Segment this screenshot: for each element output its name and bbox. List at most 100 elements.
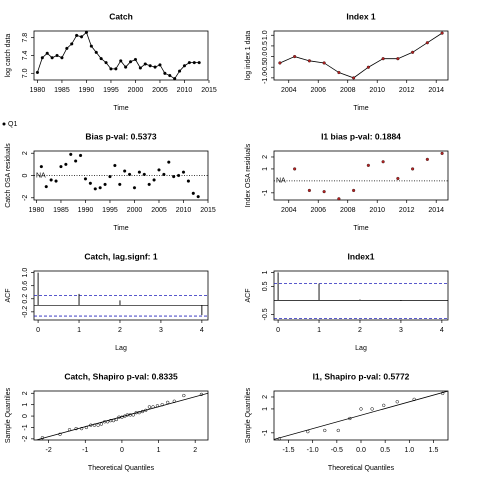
data-point [293, 167, 297, 171]
data-point [337, 70, 341, 75]
data-point [366, 65, 370, 69]
data-point [118, 182, 122, 186]
data-point [129, 60, 133, 64]
data-point [49, 178, 53, 182]
data-point [64, 162, 68, 166]
qq-point [172, 399, 176, 403]
qq-point [111, 418, 116, 423]
data-point [113, 163, 117, 168]
panel: Catch Time log catch data 1980 1985 1990 1995 2… [5, 11, 217, 112]
qq-point [323, 428, 327, 433]
x-tick-label: 0 [120, 447, 124, 454]
data-point [104, 61, 108, 65]
data-point [59, 165, 63, 169]
data-point [322, 61, 326, 65]
x-tick-label: 2012 [399, 87, 415, 94]
qq-point [336, 428, 340, 433]
qq-point [99, 422, 104, 426]
annotation: NA [36, 172, 46, 179]
x-tick-label: 0 [36, 327, 40, 334]
data-point [99, 57, 103, 61]
y-tick-label: 0.5 [262, 41, 269, 51]
qq-point [67, 428, 72, 432]
y-tick-label: 0.5 [262, 281, 269, 291]
x-tick-label: -1 [82, 447, 88, 454]
y-tick-label: -1 [262, 190, 269, 196]
x-tick-label: 1.0 [404, 447, 414, 454]
qq-point [151, 405, 155, 409]
x-tick-label: 2015 [200, 207, 216, 214]
x-tick-label: 2004 [281, 207, 297, 214]
x-tick-label: 1980 [30, 87, 46, 94]
x-tick-label: 2010 [177, 87, 193, 94]
x-tick-label: 2008 [340, 207, 356, 214]
data-line [279, 32, 443, 79]
y-tick-label: 7.4 [22, 51, 29, 61]
data-point [186, 179, 190, 183]
legend-label: Q1 [8, 121, 17, 128]
x-tick-label: 1995 [103, 87, 119, 94]
plot-box [273, 30, 449, 81]
y-tick-label: 1.0 [22, 268, 29, 278]
y-tick-label: 1 [262, 167, 269, 171]
data-point [54, 179, 58, 183]
data-line [37, 31, 200, 80]
x-tick-label: -2 [46, 447, 52, 454]
y-tick-label: 1 [262, 407, 269, 411]
x-tick-label: 3 [159, 327, 163, 334]
data-point [83, 177, 88, 181]
x-tick-label: 1990 [79, 87, 95, 94]
data-point [108, 175, 112, 179]
x-tick-label: 2015 [201, 87, 217, 94]
qq-point [84, 425, 89, 430]
data-point [69, 152, 73, 156]
x-tick-label: 2 [118, 327, 122, 334]
x-axis-label: Lag [355, 345, 367, 352]
x-tick-label: 2004 [281, 87, 297, 94]
data-point [196, 195, 200, 199]
data-point [177, 173, 181, 178]
data-point [191, 191, 195, 195]
panel: Index 1 Time log index 1 data 2004 2006 2008 2… [245, 11, 449, 112]
y-tick-label: 1.0 [262, 30, 269, 40]
data-point [109, 67, 113, 71]
qq-point [140, 409, 145, 414]
qq-point [74, 426, 78, 431]
qq-point [120, 415, 124, 419]
data-point [192, 61, 196, 65]
qq-point [114, 417, 119, 422]
y-tick-label: -1 [22, 424, 29, 430]
x-tick-label: 2000 [127, 207, 143, 214]
y-tick-label: -1.0 [262, 72, 269, 84]
y-axis-label: log index 1 data [245, 31, 252, 81]
y-tick-label: 0.6 [22, 281, 29, 291]
qq-point [92, 423, 97, 427]
data-point [396, 176, 400, 181]
data-point [75, 33, 79, 38]
x-tick-label: 1.5 [429, 447, 439, 454]
data-point [98, 186, 102, 190]
x-tick-label: 2006 [310, 207, 326, 214]
x-tick-label: 1985 [54, 87, 70, 94]
data-point [337, 197, 341, 201]
data-point [84, 30, 88, 34]
x-tick-label: 2000 [128, 87, 144, 94]
qq-point [160, 403, 164, 407]
y-tick-label: 0.0 [262, 52, 269, 62]
panel: Catch, lag.signf: 1 Lag ACF 0 1 2 3 4 -0.2 0.2 0.6… [5, 251, 209, 352]
x-tick-label: 2 [193, 447, 197, 454]
y-tick-label: -0.5 [262, 61, 269, 73]
panel-title: Catch, Shapiro p-val: 0.8335 [64, 371, 178, 381]
data-point [79, 35, 84, 39]
data-point [44, 185, 48, 189]
data-point [162, 172, 166, 176]
y-tick-label: 0 [22, 173, 29, 177]
qq-point [412, 397, 416, 402]
qq-point [306, 429, 310, 434]
qq-point [166, 400, 170, 405]
data-point [322, 190, 326, 194]
y-axis-label: Index OSA residuals [245, 143, 252, 207]
data-point [158, 63, 162, 67]
legend-marker [2, 122, 6, 126]
plot-box [273, 270, 449, 321]
